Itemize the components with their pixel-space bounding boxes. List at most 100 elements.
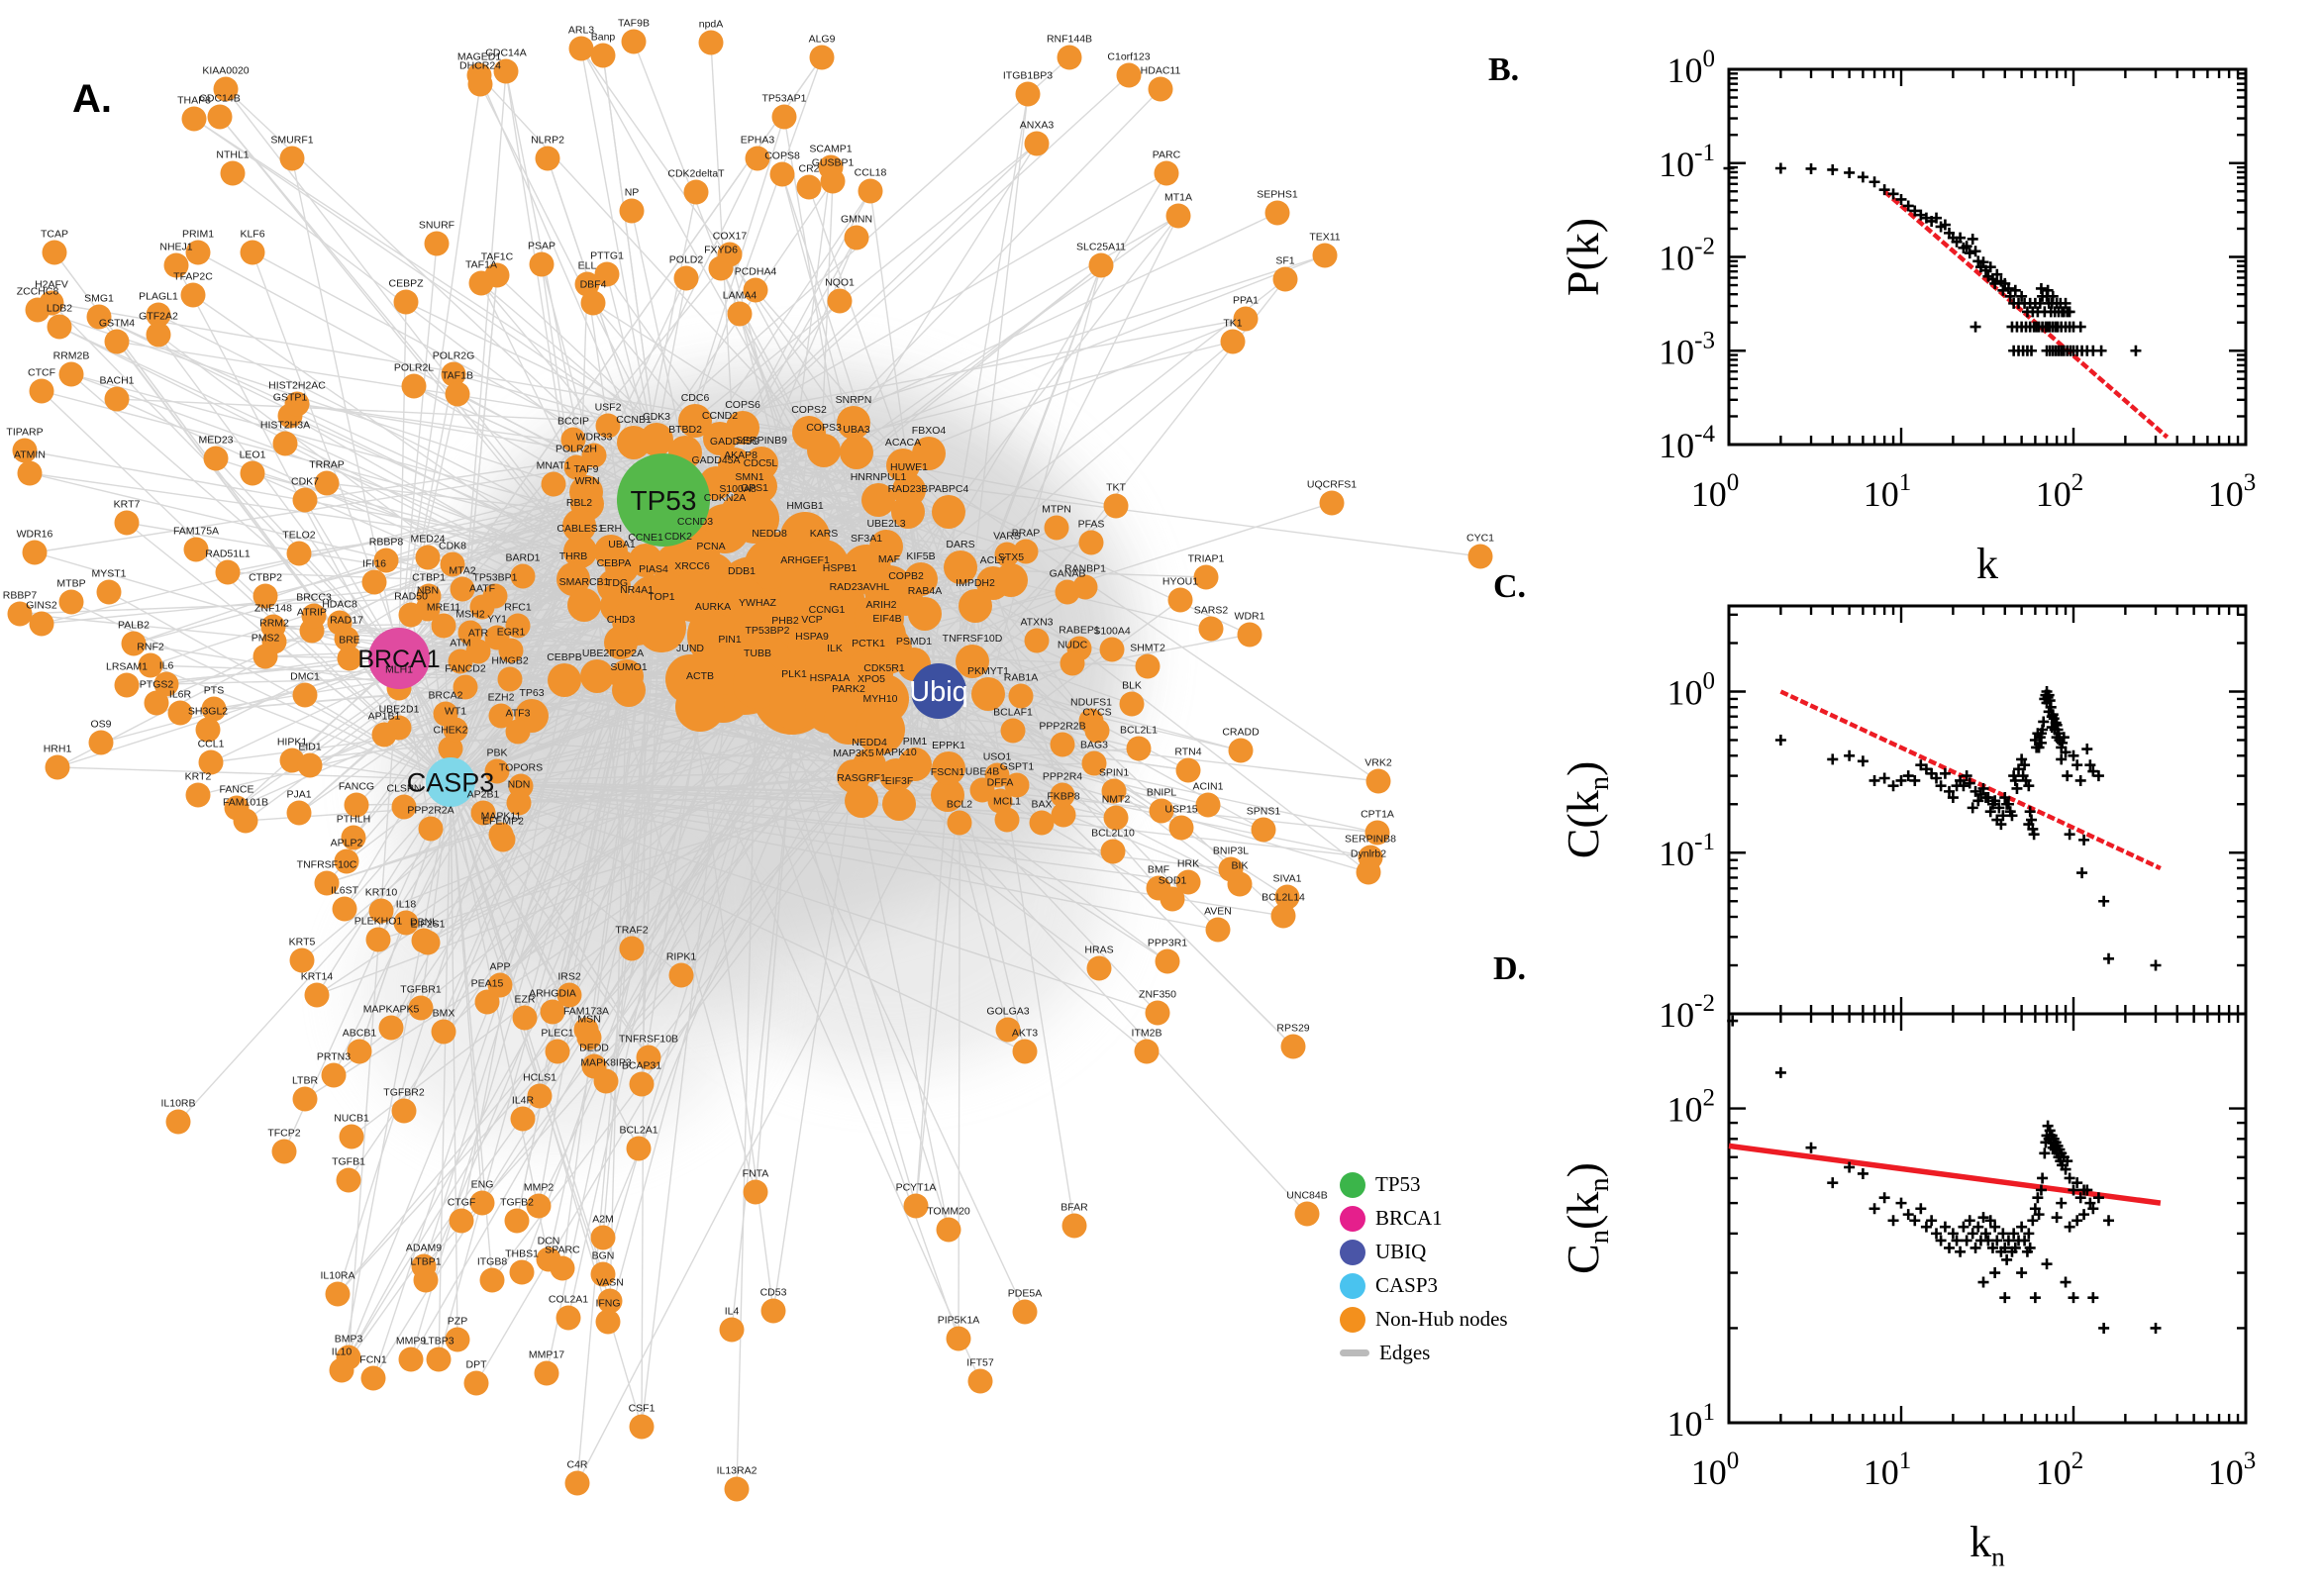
network-edge (398, 83, 481, 659)
tick-label: 100 (1691, 1447, 1740, 1492)
network-node (165, 1109, 191, 1135)
network-node-label: TK1 (1223, 318, 1242, 330)
data-point-marker (1878, 1192, 1890, 1204)
network-node-label: TRAF2 (615, 925, 648, 937)
network-node-label: CR2 (798, 163, 819, 175)
network-node-label: PLAGL1 (139, 291, 178, 303)
network-node-label: FAM173A (563, 1006, 609, 1018)
network-edge (759, 485, 961, 568)
data-point-marker (1999, 792, 2011, 804)
legend-item-casp3: CASP3 (1340, 1272, 1508, 1299)
network-node-label: KRT2 (185, 771, 212, 783)
network-node (1228, 738, 1254, 763)
network-node (487, 972, 513, 998)
network-node (29, 378, 54, 404)
network-node-label: GANAB (1050, 568, 1086, 580)
network-node-label: WDR16 (17, 529, 53, 541)
network-node-label: IL10RB (160, 1098, 195, 1110)
network-node-label: COPS2 (791, 404, 827, 416)
network-node (995, 1017, 1021, 1043)
hub-label-brca1: BRCA1 (357, 646, 440, 673)
data-point-marker (2023, 780, 2035, 792)
network-node-label: CDK3 (643, 411, 670, 423)
network-node (183, 537, 209, 562)
network-node (334, 626, 359, 651)
network-node-label: NDN (508, 779, 531, 791)
network-node-label: FANCG (339, 781, 374, 793)
network-node (1116, 62, 1142, 88)
network-node (347, 1039, 372, 1064)
data-point-marker (1984, 1215, 1996, 1227)
network-node (488, 703, 514, 729)
network-node (45, 754, 70, 780)
network-edge (853, 422, 1379, 782)
data-point-marker (1964, 777, 1975, 789)
network-node-label: LTBP3 (423, 1336, 454, 1347)
legend-label: UBIQ (1375, 1240, 1427, 1263)
data-point-marker (2062, 770, 2073, 782)
network-node-label: LDB2 (47, 303, 72, 315)
network-node (1050, 732, 1075, 757)
data-point-marker (1955, 1246, 1967, 1257)
network-node (840, 436, 873, 469)
network-node (433, 701, 458, 727)
data-point-marker (2076, 867, 2088, 879)
network-node-label: IL10RA (320, 1270, 354, 1282)
network-node-label: CEBPA (597, 557, 632, 569)
data-point-marker (1926, 1215, 1938, 1227)
network-edge (450, 781, 458, 1341)
network-node (58, 589, 84, 615)
network-node (1264, 200, 1290, 226)
network-node (344, 792, 369, 818)
network-node-label: TAF9B (618, 18, 650, 30)
data-point-marker (1977, 1212, 1989, 1224)
data-point-marker (1844, 166, 1856, 178)
network-node-label: ITGB1BP3 (1003, 70, 1053, 82)
network-node-label: ABCB1 (343, 1028, 377, 1040)
tick-label: 102 (2036, 1447, 2084, 1492)
network-node-label: PRIM1 (182, 229, 214, 241)
network-edge (478, 74, 810, 434)
network-edge (736, 633, 758, 1490)
network-node (279, 146, 305, 171)
data-point-marker (1909, 205, 1921, 217)
data-point-marker (2150, 1322, 2162, 1334)
network-node-label: IL13RA2 (717, 1465, 758, 1477)
network-node (1013, 539, 1039, 564)
tick-label: 100 (1691, 469, 1740, 514)
legend-label: BRCA1 (1375, 1206, 1443, 1230)
data-point-marker (1939, 1221, 1951, 1233)
network-edge (398, 657, 558, 1052)
legend-label: TP53 (1375, 1172, 1421, 1196)
network-node (1086, 955, 1112, 981)
network-node (440, 551, 465, 577)
data-points (1727, 1015, 2162, 1334)
network-edge (915, 767, 950, 1207)
network-node-label: HSPA9 (795, 631, 829, 643)
data-point-marker (1967, 1228, 1978, 1240)
network-node-label: DARS (946, 539, 974, 550)
network-node (629, 1414, 655, 1440)
network-node (498, 638, 524, 663)
network-node (163, 252, 189, 278)
network-node (668, 962, 694, 988)
data-point-marker (2098, 1322, 2110, 1334)
network-node (562, 509, 596, 543)
data-point-marker (1970, 1242, 1981, 1253)
network-node (1274, 884, 1300, 910)
network-node-label: WDR1 (1235, 611, 1265, 623)
network-node (541, 471, 566, 497)
data-point-marker (1909, 774, 1921, 786)
network-node (1103, 805, 1129, 831)
network-node-label: NTHL1 (216, 150, 249, 161)
network-node (114, 672, 140, 698)
network-edge (219, 116, 581, 552)
network-edge (500, 604, 585, 717)
data-point-marker (2103, 952, 2115, 964)
network-node (365, 927, 391, 952)
network-node-label: RNF144B (1047, 34, 1092, 46)
network-node (610, 659, 644, 693)
data-point-marker (1935, 780, 1947, 792)
network-node-label: TOP1 (648, 591, 674, 603)
network-node-label: STX5 (998, 551, 1024, 563)
